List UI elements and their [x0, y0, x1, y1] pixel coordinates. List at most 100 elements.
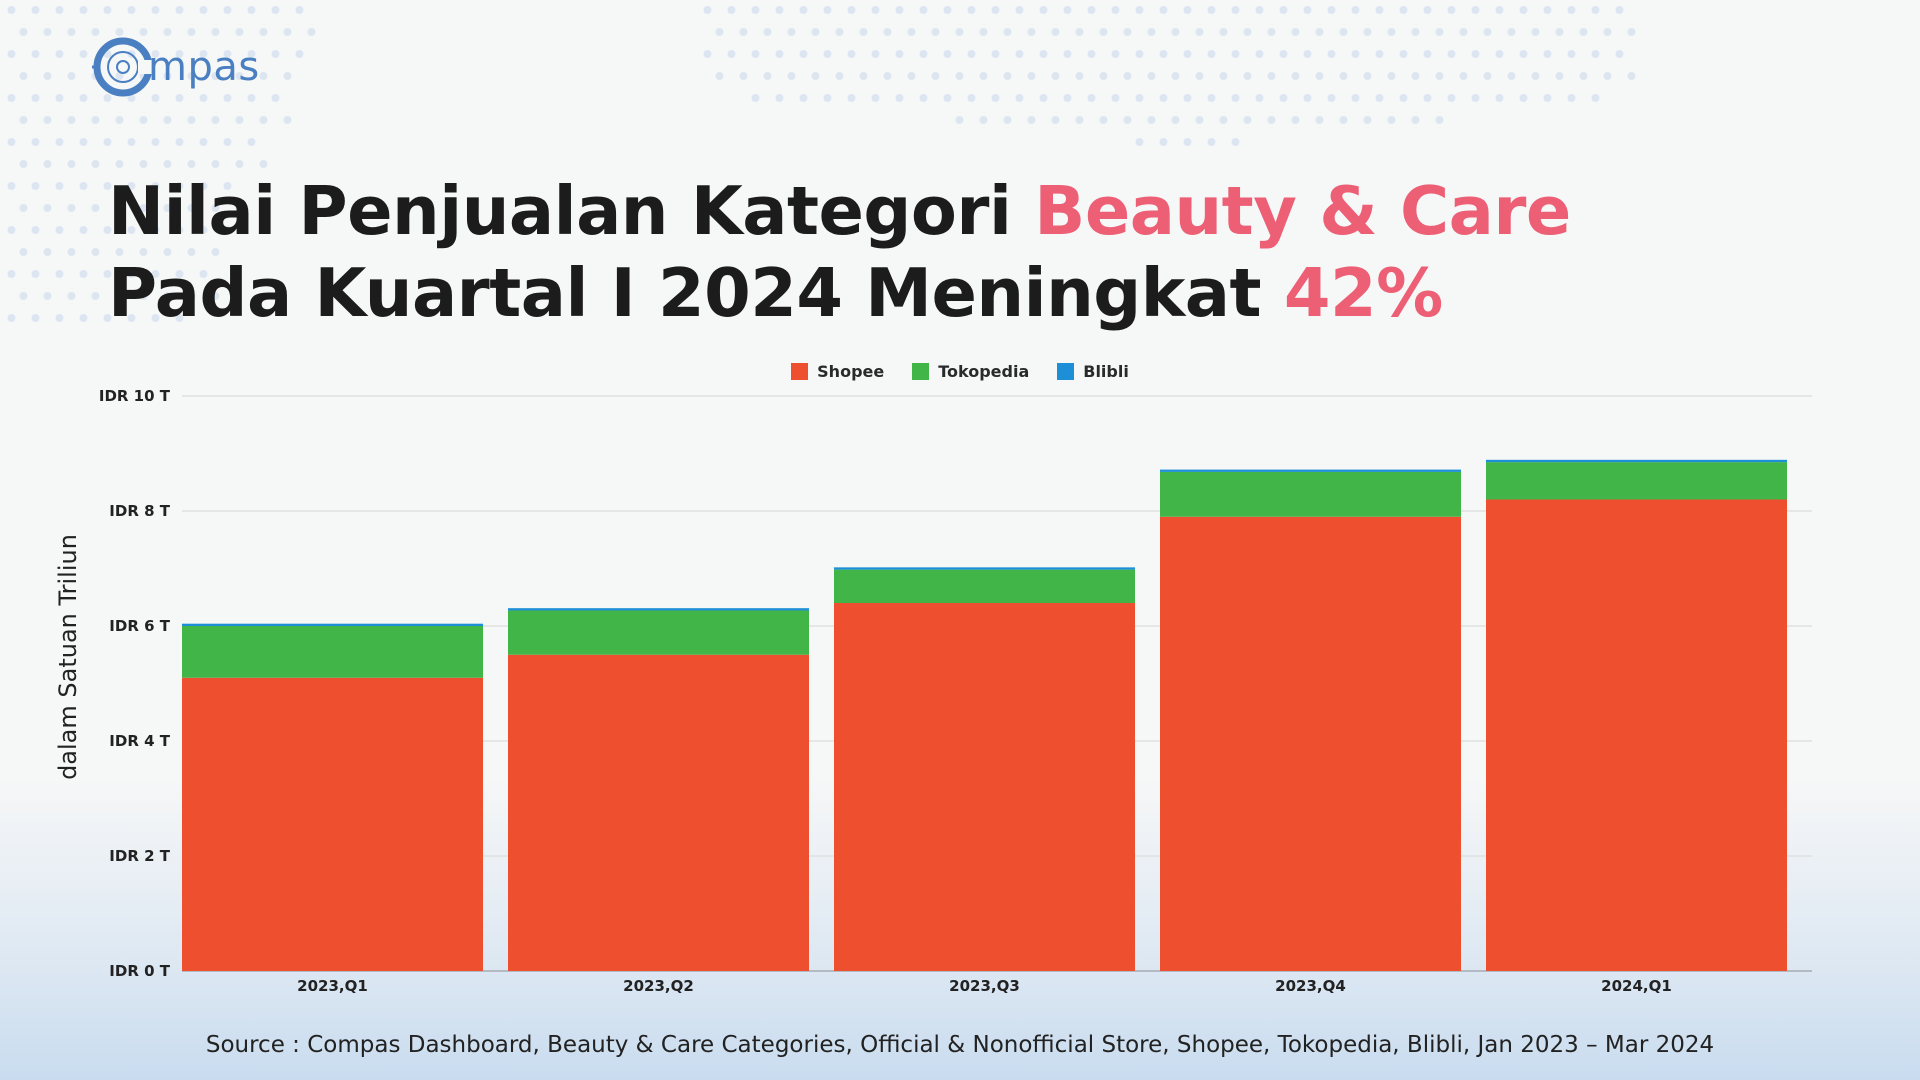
background-dot — [1147, 28, 1156, 36]
bar-segment-tokopedia[interactable] — [834, 569, 1135, 603]
background-dot — [1579, 28, 1588, 36]
background-dot — [19, 28, 28, 36]
background-dot — [1291, 28, 1300, 36]
bar-segment-blibli[interactable] — [182, 623, 483, 626]
background-dot — [1567, 50, 1576, 58]
background-dot — [295, 6, 304, 14]
background-dot — [1375, 94, 1384, 102]
background-dot — [799, 50, 808, 58]
background-dot — [1459, 72, 1468, 80]
background-dot — [1507, 72, 1516, 80]
background-dot — [139, 292, 148, 300]
background-dot — [187, 292, 196, 300]
background-dot — [1555, 72, 1564, 80]
background-dot — [79, 270, 88, 278]
legend-item-blibli[interactable]: Blibli — [1057, 362, 1129, 381]
legend-swatch-tokopedia — [912, 363, 930, 380]
bar-segment-tokopedia[interactable] — [1486, 462, 1787, 500]
background-dot — [1099, 116, 1108, 124]
background-dot — [1135, 6, 1144, 14]
background-dot — [775, 6, 784, 14]
background-dot — [67, 204, 76, 212]
background-dot — [931, 72, 940, 80]
background-dot — [1387, 28, 1396, 36]
background-dot — [1375, 50, 1384, 58]
background-dot — [139, 116, 148, 124]
bar-segment-blibli[interactable] — [1486, 459, 1787, 463]
background-dot — [151, 270, 160, 278]
background-dot — [139, 248, 148, 256]
background-dot — [1051, 28, 1060, 36]
bar-segment-tokopedia[interactable] — [508, 610, 809, 655]
background-dot — [43, 292, 52, 300]
background-dot — [1171, 116, 1180, 124]
background-dot — [1087, 6, 1096, 14]
bar-segment-shopee[interactable] — [182, 677, 483, 971]
background-dot — [1267, 116, 1276, 124]
background-dot — [1447, 50, 1456, 58]
background-dot — [1315, 28, 1324, 36]
background-dot — [955, 72, 964, 80]
background-dot — [43, 28, 52, 36]
background-dot — [1627, 72, 1636, 80]
background-dot — [79, 6, 88, 14]
y-tick-label: IDR 6 T — [109, 617, 170, 635]
legend-item-tokopedia[interactable]: Tokopedia — [912, 362, 1029, 381]
background-dot — [943, 6, 952, 14]
background-dot — [871, 94, 880, 102]
background-dot — [1483, 72, 1492, 80]
background-dot — [1063, 94, 1072, 102]
background-dot — [775, 94, 784, 102]
background-dot — [1231, 94, 1240, 102]
background-dot — [31, 50, 40, 58]
background-dot — [1519, 94, 1528, 102]
background-dot — [271, 6, 280, 14]
bar-segment-shopee[interactable] — [1160, 516, 1461, 971]
background-dot — [1279, 6, 1288, 14]
background-dot — [1615, 50, 1624, 58]
background-dot — [1231, 6, 1240, 14]
background-dot — [1243, 116, 1252, 124]
background-dot — [31, 182, 40, 190]
background-dot — [1471, 94, 1480, 102]
bar-segment-shopee[interactable] — [508, 654, 809, 971]
background-dot — [67, 116, 76, 124]
background-dot — [31, 226, 40, 234]
background-dot — [175, 314, 184, 322]
background-dot — [1135, 94, 1144, 102]
background-dot — [79, 94, 88, 102]
background-dot — [55, 138, 64, 146]
bar-segment-shopee[interactable] — [834, 603, 1135, 971]
background-dot — [1495, 50, 1504, 58]
background-dot — [775, 50, 784, 58]
background-dot — [907, 72, 916, 80]
background-dot — [1435, 72, 1444, 80]
background-dot — [127, 314, 136, 322]
background-dot — [163, 204, 172, 212]
bar-segment-shopee[interactable] — [1486, 499, 1787, 972]
background-dot — [1183, 94, 1192, 102]
bar-segment-blibli[interactable] — [508, 608, 809, 611]
background-dot — [43, 204, 52, 212]
background-dot — [187, 116, 196, 124]
background-dot — [895, 94, 904, 102]
bar-segment-blibli[interactable] — [1160, 469, 1461, 472]
background-dot — [1267, 28, 1276, 36]
background-dot — [883, 72, 892, 80]
background-dot — [1159, 6, 1168, 14]
compass-logo-icon — [92, 37, 154, 97]
background-dot — [1291, 116, 1300, 124]
bar-segment-blibli[interactable] — [834, 567, 1135, 570]
y-tick-label: IDR 8 T — [109, 502, 170, 520]
background-dot — [1255, 94, 1264, 102]
background-dot — [1303, 50, 1312, 58]
background-dot — [1135, 138, 1144, 146]
background-dot — [1567, 94, 1576, 102]
background-dot — [991, 6, 1000, 14]
y-tick-label: IDR 2 T — [109, 847, 170, 865]
background-dot — [7, 6, 16, 14]
background-dot — [1627, 28, 1636, 36]
bar-segment-tokopedia[interactable] — [1160, 471, 1461, 517]
legend-item-shopee[interactable]: Shopee — [791, 362, 884, 381]
bar-segment-tokopedia[interactable] — [182, 626, 483, 678]
